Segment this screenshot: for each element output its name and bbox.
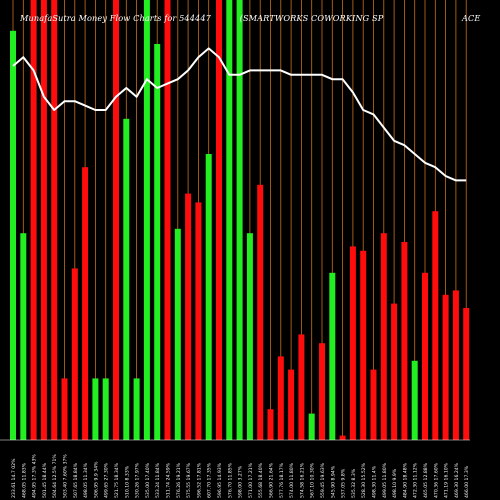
x-tick-label: 530.26 17.97% [135, 462, 141, 498]
x-tick-label: 576.26 19.21% [176, 462, 182, 498]
bar [185, 193, 192, 440]
x-tick-label: 575.55 19.67% [186, 462, 192, 498]
bar [71, 268, 78, 440]
bar [51, 0, 58, 440]
bar [319, 343, 325, 440]
x-tick-label: 498.30 11.4% [372, 465, 378, 498]
bar [154, 44, 161, 440]
x-tick-label: 469.30 16.24% [454, 462, 460, 498]
bar [422, 272, 428, 440]
bar [82, 167, 89, 440]
bar [226, 0, 233, 440]
x-tick-label: 510.10 8.33% [124, 465, 130, 498]
x-tick-label: 503.40 7.60% 37% [63, 454, 69, 498]
bar [143, 0, 150, 440]
bar [113, 0, 119, 440]
chart-title: MunafaSutra Money Flow Charts for 544447… [20, 13, 500, 23]
x-tick-label: 511.74 24.59% [166, 462, 172, 498]
bar [174, 228, 181, 440]
bar [370, 369, 377, 440]
bar [308, 413, 315, 440]
x-tick-label: 472.30 11.12% [413, 462, 419, 498]
x-tick-label: 506.95 9.9 34% [93, 461, 99, 498]
x-tick-label: 533.24 11.84% [155, 462, 161, 498]
x-tick-label: 555.68 18.40% [258, 462, 264, 498]
x-tick-label: 465.05 12.88% [423, 462, 429, 498]
price-line-series [12, 47, 467, 182]
x-tick-label: 571.00 17.21% [248, 462, 254, 498]
x-tick-label: 466.00 17.3% [464, 465, 470, 498]
x-tick-label: 574.00 11.80% [289, 462, 295, 498]
bar [339, 435, 346, 440]
title-right: ACE [462, 13, 481, 23]
bar [20, 233, 27, 440]
x-tick-label: 537.05 9.8% [341, 468, 347, 498]
bar [452, 290, 459, 440]
bar [380, 233, 387, 440]
x-tick-label: 566.90 21.64% [269, 462, 275, 498]
x-tick-label: 470.36 17.60% [433, 462, 439, 498]
bar [391, 303, 398, 440]
bar [349, 246, 356, 440]
bar [442, 294, 449, 440]
bar [195, 202, 202, 440]
x-tick-label: 535.32 8.3% [351, 468, 357, 498]
bar [164, 0, 171, 440]
x-tick-label: 471.19 16.10% [444, 462, 450, 498]
x-tick-label: 576.70 11.85% [227, 462, 233, 498]
x-tick-label: 507.65 18.84% [73, 462, 79, 498]
x-tick-label: 521.75 18.34% [114, 462, 120, 498]
bar [246, 233, 253, 440]
x-tick-label: 567.10 10.30% [310, 462, 316, 498]
bar [267, 409, 274, 440]
bar [123, 118, 130, 441]
x-tick-label: 484.90 18.48% [402, 462, 408, 498]
bar [102, 378, 109, 440]
bar [329, 272, 336, 440]
bar [205, 154, 212, 440]
title-middle: (SMARTWORKS COWORKING SP [239, 13, 384, 23]
bar [298, 334, 305, 440]
bar [360, 250, 367, 440]
x-tick-label: 499.65 27.30% [104, 462, 110, 498]
title-left: MunafaSutra Money Flow Charts for 544447 [20, 13, 211, 23]
x-tick-label: 545.90 8.94% [330, 465, 336, 498]
x-tick-label: 528.30 15.52% [361, 462, 367, 498]
bar-series [10, 0, 470, 441]
bar [30, 0, 37, 440]
bar [257, 184, 264, 440]
x-tick-label: 577.76 18.17% [279, 462, 285, 498]
x-tick-label: 498.10 9.9% [392, 468, 398, 498]
price-line [12, 47, 467, 182]
bar [401, 242, 408, 440]
bar [216, 0, 222, 440]
bar [277, 356, 284, 440]
bar [236, 0, 243, 440]
x-tick-label: 501.45 18.44% [42, 462, 48, 498]
x-tick-label: 596.95 14.93% [217, 462, 223, 498]
x-tick-labels: 233.61 14.7 02% 468.05 11.83% 494.95 17.3%… [11, 454, 470, 498]
x-tick-label: 559.45 19.63% [320, 462, 326, 498]
x-tick-label: 598.00 3.27% [238, 465, 244, 498]
x-tick-label: 535.00 17.40% [145, 462, 151, 498]
x-tick-label: 596.52 17.81% [196, 462, 202, 498]
bar [61, 378, 68, 440]
x-tick-label: 607.70 17.35% [207, 462, 213, 498]
bar [10, 30, 16, 441]
x-tick-label: 574.58 16.21% [299, 462, 305, 498]
bar [432, 211, 439, 440]
x-tick-label: 494.95 17.3% 43% [32, 454, 38, 498]
x-tick-label: 504.64 12.5% 71% [52, 454, 58, 498]
bar [288, 369, 295, 440]
x-tick-label: 468.05 11.83% [21, 462, 27, 498]
bar [40, 0, 47, 440]
x-tick-label: 233.61 14.7 02% [11, 458, 17, 498]
x-tick-label: 499.05 11.80% [382, 462, 388, 498]
bar [133, 378, 140, 440]
bar [92, 378, 99, 440]
x-tick-label: 498.05 11.34% [83, 462, 89, 498]
bar [411, 360, 418, 440]
bar [463, 308, 470, 440]
